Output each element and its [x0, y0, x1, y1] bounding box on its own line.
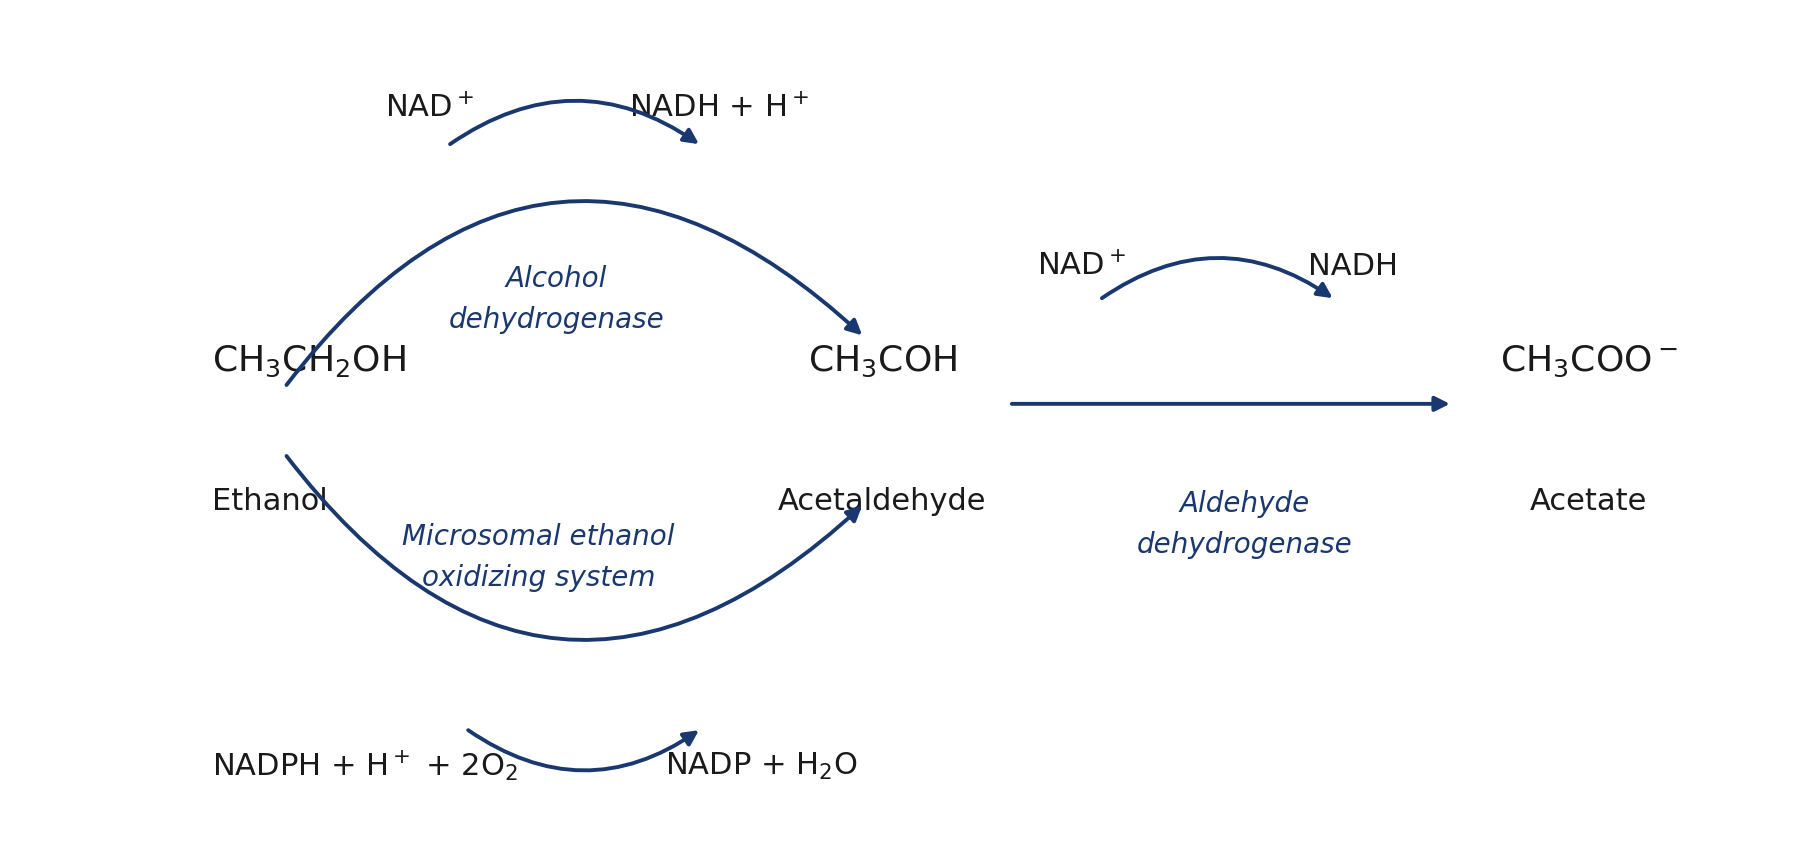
Text: NAD$^+$: NAD$^+$ [386, 93, 475, 123]
Text: Microsomal ethanol
oxidizing system: Microsomal ethanol oxidizing system [402, 523, 675, 593]
Text: CH$_3$CH$_2$OH: CH$_3$CH$_2$OH [213, 344, 406, 378]
Text: CH$_3$COO$^-$: CH$_3$COO$^-$ [1499, 344, 1677, 378]
Text: NADP + H$_2$O: NADP + H$_2$O [666, 750, 857, 781]
Text: NADPH + H$^+$ + 2O$_2$: NADPH + H$^+$ + 2O$_2$ [213, 748, 518, 783]
FancyArrowPatch shape [287, 201, 859, 385]
Text: NADH: NADH [1308, 252, 1399, 281]
Text: NADH + H$^+$: NADH + H$^+$ [629, 93, 809, 123]
FancyArrowPatch shape [1102, 258, 1330, 299]
Text: CH$_3$COH: CH$_3$COH [808, 344, 957, 378]
FancyArrowPatch shape [287, 456, 859, 640]
Text: Alcohol
dehydrogenase: Alcohol dehydrogenase [449, 265, 664, 335]
Text: Acetate: Acetate [1530, 487, 1648, 516]
Text: Aldehyde
dehydrogenase: Aldehyde dehydrogenase [1137, 490, 1352, 559]
Text: Ethanol: Ethanol [213, 487, 327, 516]
FancyArrowPatch shape [1011, 398, 1446, 410]
FancyArrowPatch shape [449, 101, 695, 144]
FancyArrowPatch shape [467, 730, 695, 770]
Text: Acetaldehyde: Acetaldehyde [779, 487, 986, 516]
Text: NAD$^+$: NAD$^+$ [1037, 251, 1126, 281]
